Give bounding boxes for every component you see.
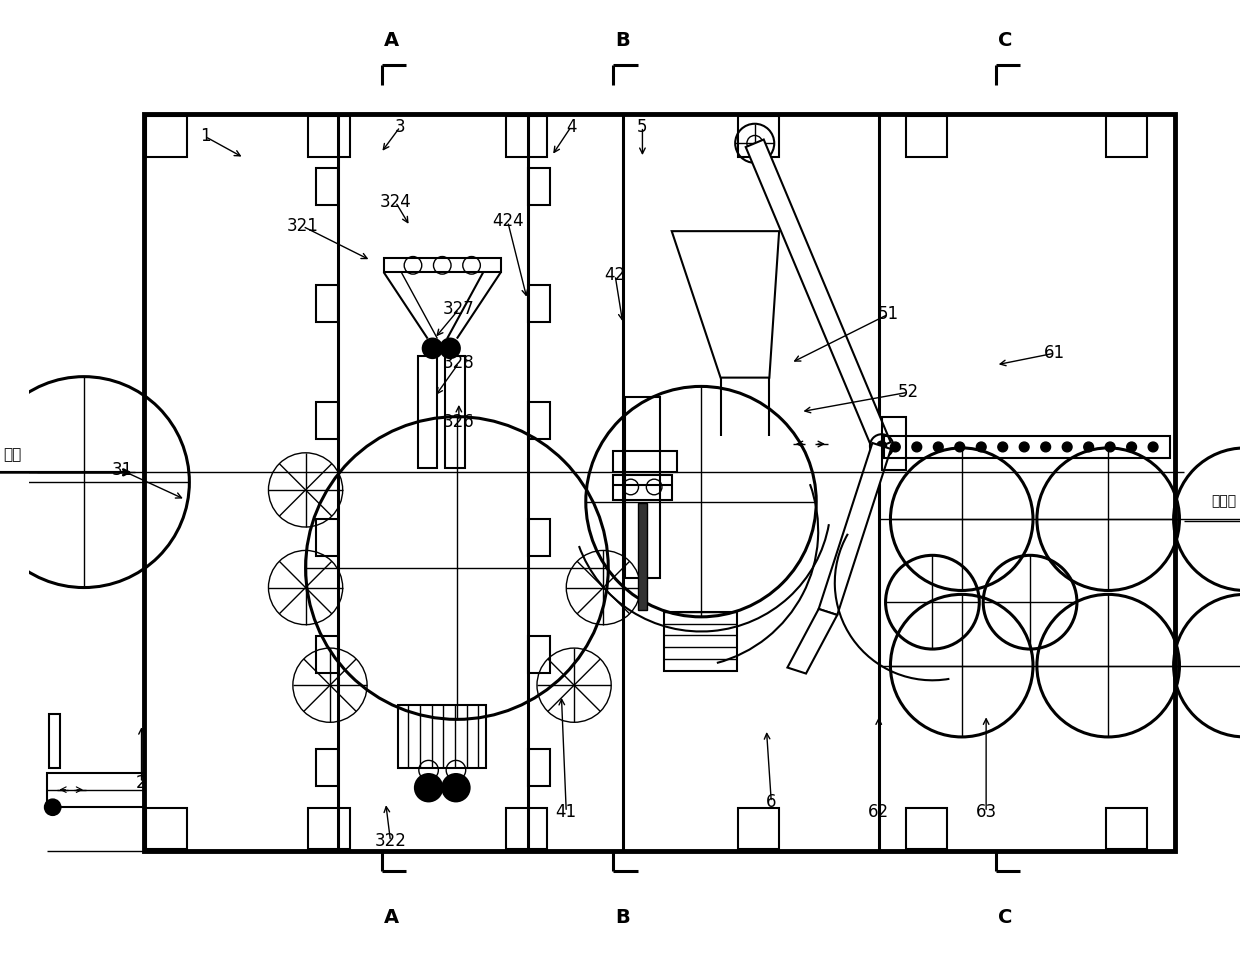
Circle shape — [440, 338, 460, 358]
Bar — [316, 637, 337, 674]
Bar — [884, 436, 1169, 458]
Bar — [398, 705, 486, 768]
Circle shape — [1148, 442, 1158, 452]
Bar — [528, 748, 549, 785]
Bar — [146, 809, 187, 850]
Bar — [47, 773, 144, 807]
Circle shape — [45, 799, 61, 816]
Text: 63: 63 — [976, 803, 997, 821]
Polygon shape — [672, 231, 779, 377]
Text: A: A — [384, 31, 399, 51]
Text: 31: 31 — [112, 462, 133, 479]
Bar — [625, 398, 660, 577]
Text: 2: 2 — [136, 774, 146, 792]
Text: 62: 62 — [868, 803, 889, 821]
Bar — [637, 503, 647, 610]
Bar — [528, 285, 549, 322]
Bar — [316, 748, 337, 785]
Circle shape — [1019, 442, 1029, 452]
Bar — [506, 116, 547, 156]
Bar — [309, 809, 350, 850]
Bar — [528, 519, 549, 556]
Text: C: C — [998, 908, 1013, 927]
Circle shape — [934, 442, 944, 452]
Text: B: B — [615, 31, 630, 51]
Text: 41: 41 — [556, 803, 577, 821]
Text: B: B — [615, 908, 630, 927]
Bar — [309, 116, 350, 156]
Bar — [528, 637, 549, 674]
Bar — [316, 285, 337, 322]
Text: 1: 1 — [200, 127, 211, 146]
Circle shape — [1040, 442, 1050, 452]
Text: 4: 4 — [565, 118, 577, 136]
Text: 322: 322 — [374, 832, 407, 850]
Bar — [146, 116, 187, 156]
Text: 5: 5 — [637, 118, 647, 136]
Bar — [663, 612, 737, 671]
Text: 327: 327 — [443, 300, 475, 318]
Text: 326: 326 — [443, 412, 475, 431]
Bar — [613, 451, 677, 472]
Bar — [528, 168, 549, 205]
Text: A: A — [384, 908, 399, 927]
Bar — [144, 114, 1174, 851]
Text: 42: 42 — [605, 266, 626, 284]
Text: 3: 3 — [396, 118, 405, 136]
Text: C: C — [998, 31, 1013, 51]
Circle shape — [955, 442, 965, 452]
Text: 6: 6 — [766, 793, 776, 812]
Bar — [906, 809, 947, 850]
Circle shape — [415, 774, 443, 801]
Circle shape — [1127, 442, 1137, 452]
Bar — [316, 402, 337, 439]
Bar — [906, 116, 947, 156]
Bar — [738, 116, 779, 156]
Circle shape — [911, 442, 921, 452]
Circle shape — [998, 442, 1008, 452]
Polygon shape — [787, 608, 837, 674]
Text: 进桶: 进桶 — [4, 447, 22, 463]
Bar — [316, 168, 337, 205]
Polygon shape — [818, 443, 892, 615]
Circle shape — [890, 442, 900, 452]
Polygon shape — [745, 140, 890, 450]
Text: 328: 328 — [443, 354, 475, 372]
Circle shape — [1084, 442, 1094, 452]
Bar — [1106, 809, 1147, 850]
Circle shape — [443, 774, 470, 801]
Bar — [882, 417, 906, 470]
Bar — [418, 356, 438, 469]
Circle shape — [1105, 442, 1115, 452]
Bar — [383, 259, 501, 272]
Bar — [316, 519, 337, 556]
Text: 321: 321 — [286, 218, 319, 235]
Text: 出桶板: 出桶板 — [1210, 495, 1236, 508]
Bar — [738, 809, 779, 850]
Circle shape — [1063, 442, 1073, 452]
Bar — [506, 809, 547, 850]
Bar — [48, 714, 61, 768]
Text: 324: 324 — [379, 192, 412, 211]
Circle shape — [423, 338, 443, 358]
Bar — [528, 402, 549, 439]
Text: 52: 52 — [898, 383, 919, 401]
Text: 424: 424 — [492, 213, 523, 230]
Bar — [1106, 116, 1147, 156]
Circle shape — [976, 442, 986, 452]
Bar — [445, 356, 465, 469]
Bar — [613, 475, 672, 500]
Text: 61: 61 — [1044, 344, 1065, 363]
Text: 51: 51 — [878, 305, 899, 323]
Circle shape — [877, 441, 887, 451]
